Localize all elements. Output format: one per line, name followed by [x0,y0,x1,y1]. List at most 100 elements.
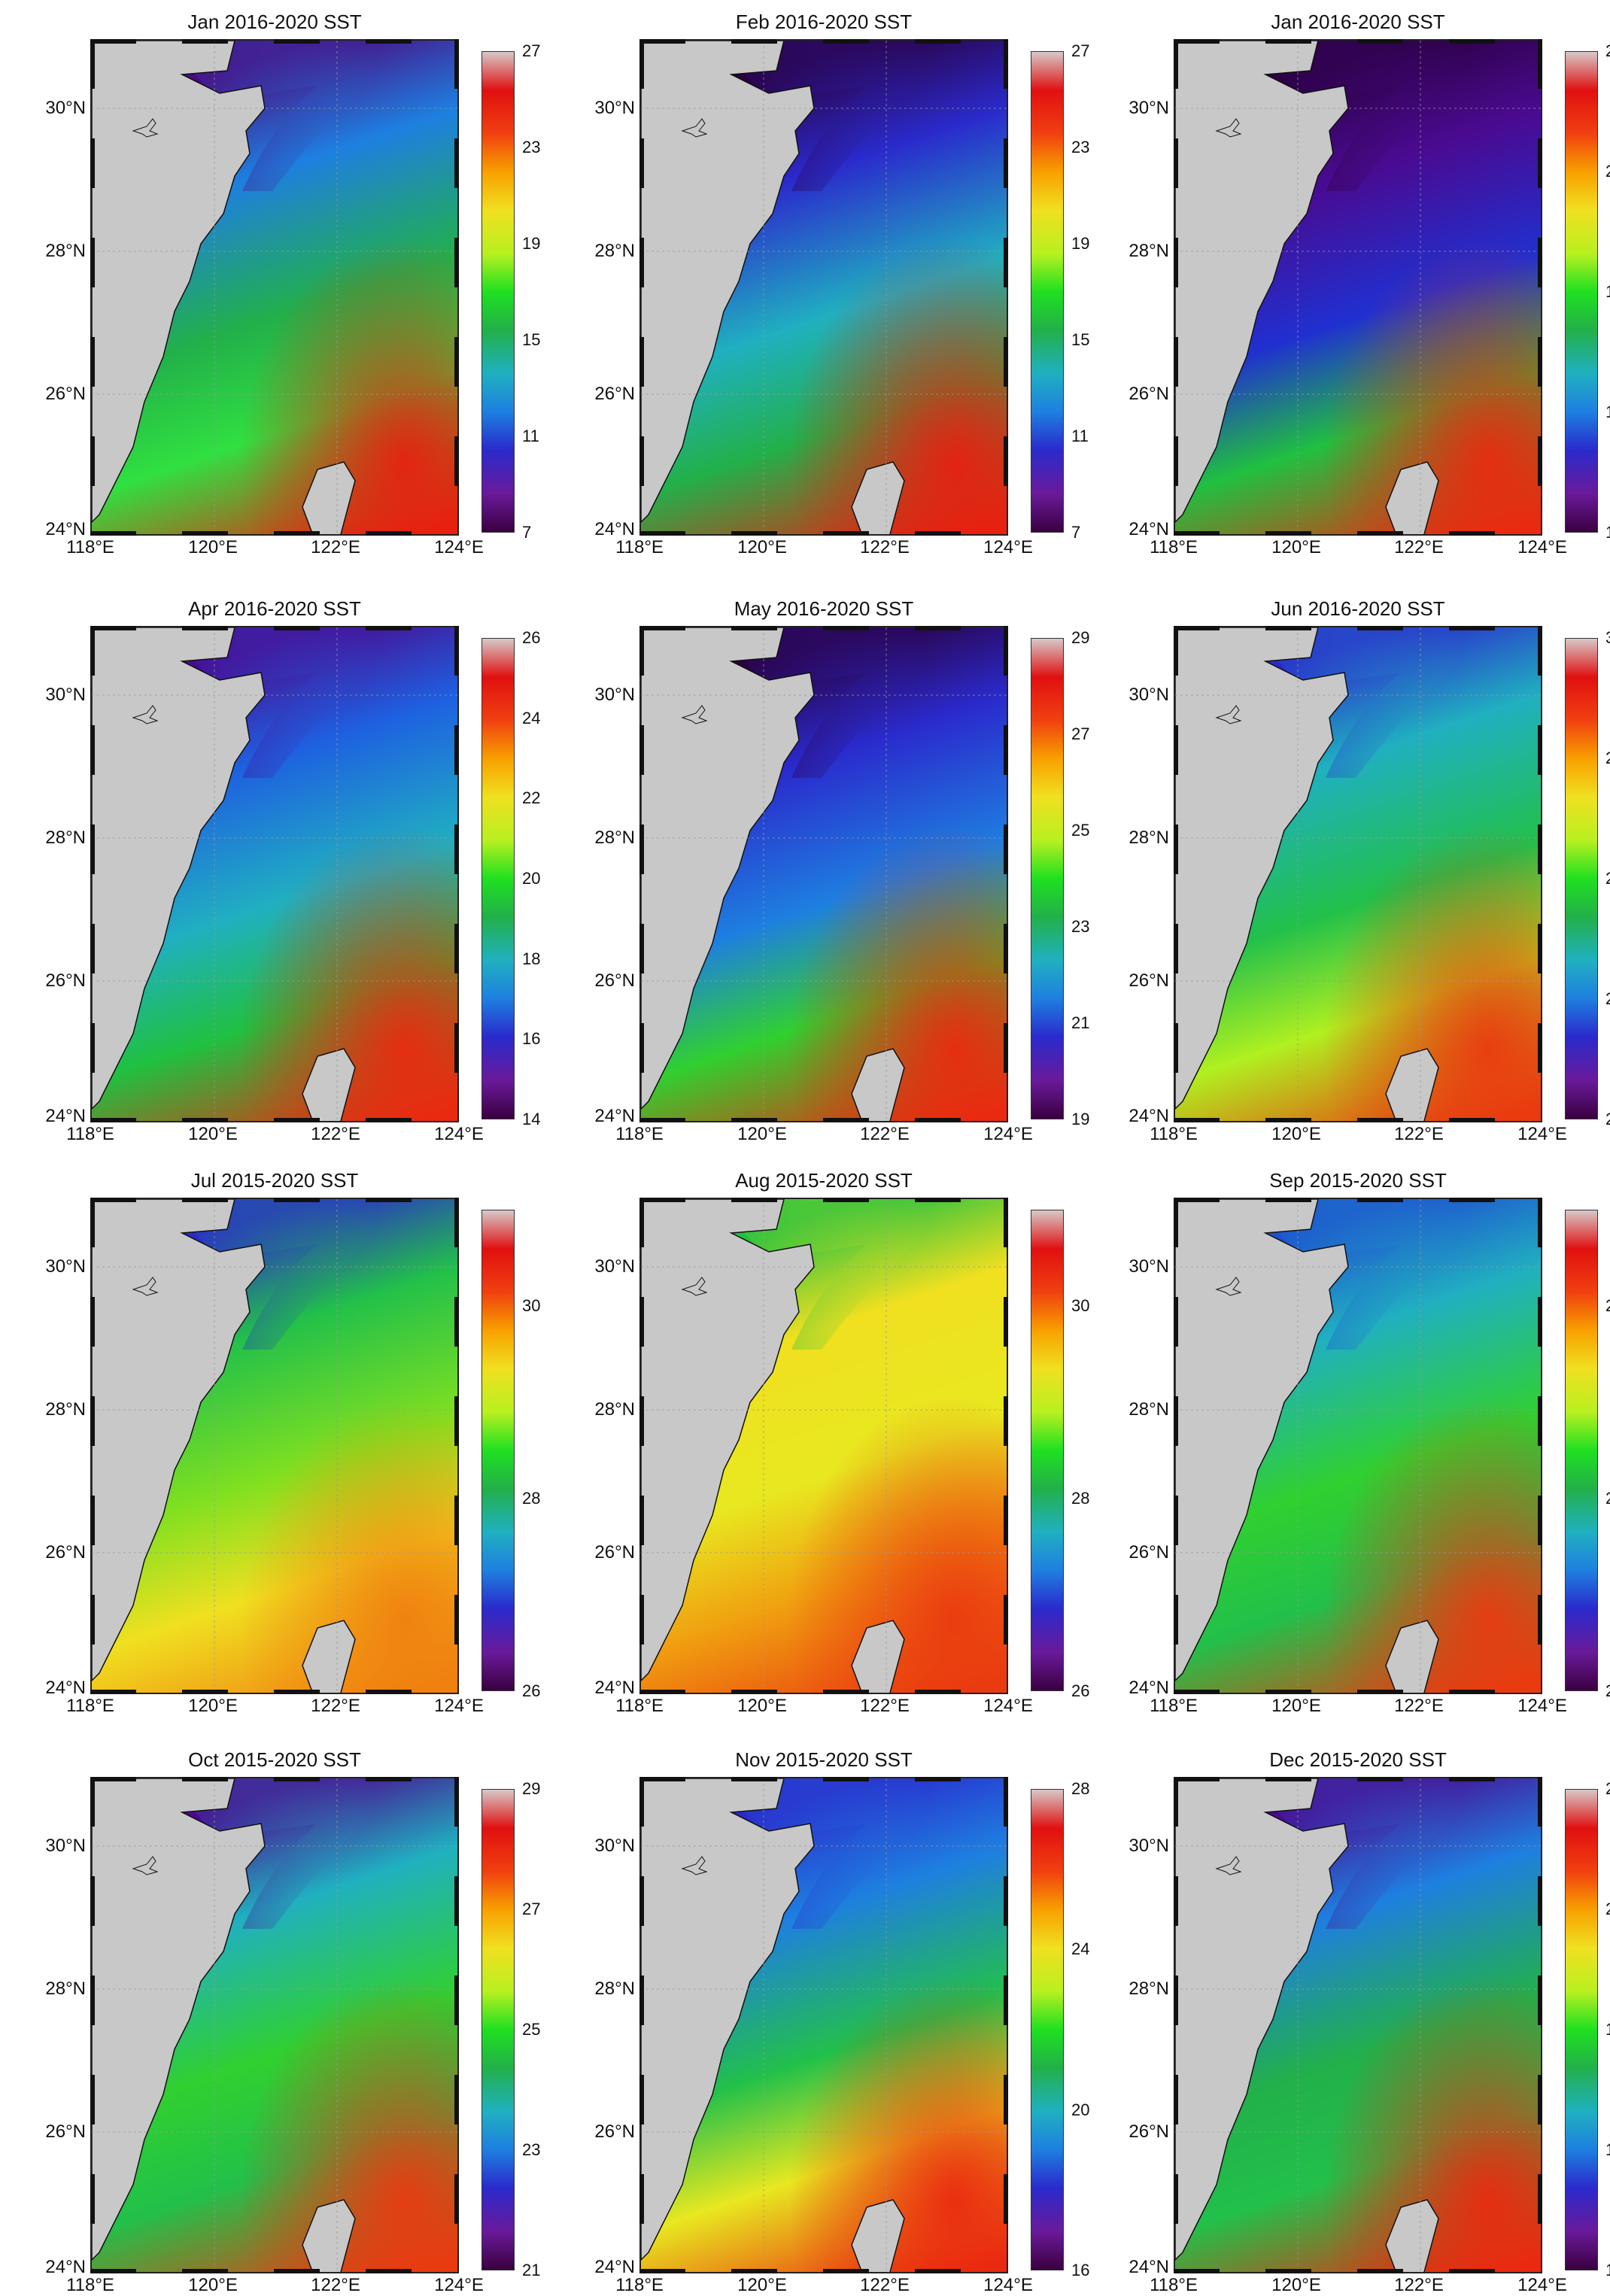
colorbar-tick-label: 22 [1605,162,1610,181]
colorbar-tick-label: 26 [1605,41,1610,61]
latitude-label: 26°N [594,1542,635,1563]
latitude-label: 26°N [1129,2121,1169,2142]
longitude-label: 122°E [860,1124,910,1144]
mainland-land [92,41,266,524]
mainland-land [1175,1199,1349,1682]
longitude-label: 124°E [983,537,1033,557]
island-shape [132,1856,159,1875]
sst-field [1175,1199,1541,1693]
colorbar-tick-label: 23 [1071,138,1090,156]
longitude-label: 118°E [615,2275,664,2295]
map-panel: Aug 2015-2020 SST [572,1169,1098,1716]
longitude-label: 120°E [737,1124,787,1144]
panel-title: Jul 2015-2020 SST [190,1169,359,1192]
latitude-label: 24°N [1129,1678,1169,1698]
longitude-label: 118°E [66,2275,114,2295]
longitude-label: 122°E [311,2275,360,2295]
latitude-label: 24°N [594,1678,635,1698]
colorbar-tick-label: 18 [1605,282,1610,302]
colorbar-tick-label: 29 [522,1779,541,1798]
latitude-label: 24°N [1129,1106,1169,1126]
mainland-land [641,1199,815,1682]
latitude-label: 28°N [594,1979,635,1999]
latitude-label: 26°N [594,970,635,991]
colorbar-tick-label: 7 [522,523,532,542]
sst-map [639,1777,1008,2273]
latitude-label: 24°N [594,1106,635,1126]
sst-field [1175,627,1541,1121]
longitude-label: 120°E [1271,1696,1321,1716]
sst-field [92,1778,457,2272]
longitude-label: 122°E [1394,2275,1444,2295]
colorbar-tick-label: 18 [522,949,541,968]
sst-field [92,41,457,534]
colorbar-tick-label: 27 [522,41,541,60]
colorbar-tick-label: 10 [1605,523,1610,542]
colorbar-tick-label: 29 [1071,628,1090,647]
latitude-label: 30°N [1129,685,1169,705]
latitude-label: 28°N [45,1399,86,1420]
mainland-land [92,1778,266,2261]
sst-field [641,41,1007,534]
taiwan-land [302,2199,356,2272]
longitude-label: 120°E [188,537,238,557]
colorbar [481,638,515,1119]
colorbar-tick-label: 22 [1605,1110,1610,1129]
latitude-label: 30°N [45,685,86,705]
colorbar-tick-label: 21 [522,2261,541,2279]
island-shape [1215,705,1242,724]
map-panel: Sep 2015-2020 SST [1106,1169,1610,1716]
island-shape [681,118,708,138]
latitude-label: 28°N [45,241,86,261]
colorbar-tick-label: 22 [522,788,541,808]
latitude-label: 28°N [45,1979,86,1999]
mainland-land [92,627,266,1110]
taiwan-land [302,461,356,534]
map-panel: Apr 2016-2020 SST [23,597,549,1144]
island-shape [132,705,159,724]
latitude-label: 30°N [1129,1256,1169,1277]
map-panel: Nov 2015-2020 SST [572,1748,1098,2295]
panel-title: Nov 2015-2020 SST [735,1748,913,1771]
colorbar-tick-label: 25 [1071,821,1090,840]
taiwan-land [1385,2199,1439,2272]
longitude-label: 124°E [983,1696,1033,1716]
sst-field [92,627,457,1121]
colorbar-tick-label: 29 [1605,1296,1610,1316]
island-shape [1215,118,1242,138]
colorbar-tick-label: 27 [522,1900,541,1918]
mainland-land [1175,41,1349,524]
colorbar-tick-label: 24 [1605,989,1610,1009]
panel-title: Jan 2016-2020 SST [1271,11,1445,33]
island-shape [1215,1856,1242,1875]
longitude-label: 124°E [1517,2275,1567,2295]
longitude-label: 124°E [434,2275,484,2295]
colorbar-tick-label: 27 [1071,724,1090,743]
latitude-label: 30°N [594,1256,635,1277]
panel-title: Jun 2016-2020 SST [1271,597,1445,620]
longitude-label: 118°E [1150,537,1198,557]
latitude-label: 24°N [45,1678,86,1698]
taiwan-land [302,1620,356,1693]
longitude-label: 122°E [1394,1696,1444,1716]
colorbar-tick-label: 10 [1605,2261,1610,2280]
colorbar-tick-label: 23 [522,138,541,156]
latitude-label: 30°N [594,1836,635,1856]
colorbar-tick-label: 20 [1071,2100,1090,2119]
colorbar-tick-label: 15 [1071,330,1090,349]
latitude-label: 28°N [45,828,86,848]
map-panel: Oct 2015-2020 SST [23,1748,549,2295]
colorbar-tick-label: 19 [522,234,541,253]
colorbar-tick-label: 30 [1071,1296,1090,1315]
colorbar-tick-label: 28 [1605,749,1610,768]
colorbar-tick-label: 22 [1605,1900,1610,1919]
colorbar-tick-label: 7 [1071,523,1081,542]
longitude-label: 120°E [1271,2275,1321,2295]
colorbar [1565,638,1598,1119]
sst-map [1174,626,1542,1122]
panel-title: Feb 2016-2020 SST [735,11,913,33]
taiwan-land [851,1048,905,1121]
colorbar-tick-label: 27 [1071,41,1090,60]
colorbar-tick-label: 21 [1071,1013,1090,1032]
longitude-label: 118°E [66,1696,114,1716]
